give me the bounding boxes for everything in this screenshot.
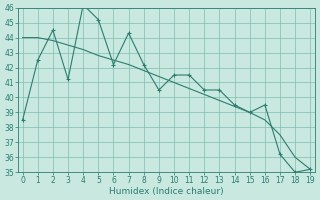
X-axis label: Humidex (Indice chaleur): Humidex (Indice chaleur): [109, 187, 224, 196]
